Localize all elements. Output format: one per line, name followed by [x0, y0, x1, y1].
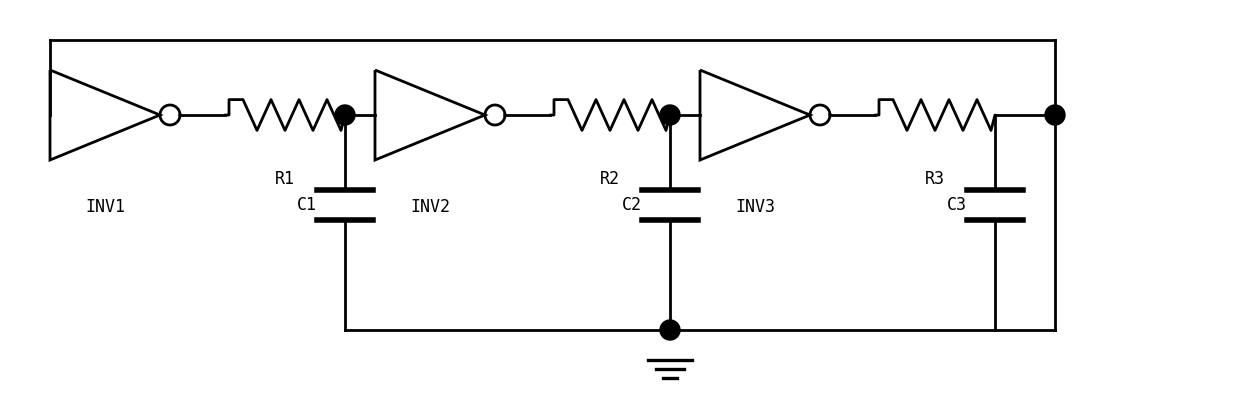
Circle shape: [1045, 105, 1065, 125]
Text: R3: R3: [925, 170, 945, 188]
Text: INV2: INV2: [410, 198, 450, 216]
Text: R2: R2: [600, 170, 620, 188]
Text: INV3: INV3: [735, 198, 775, 216]
Text: INV1: INV1: [86, 198, 125, 216]
Circle shape: [660, 320, 680, 340]
Circle shape: [335, 105, 355, 125]
Text: R1: R1: [275, 170, 295, 188]
Text: C1: C1: [298, 196, 317, 214]
Circle shape: [660, 105, 680, 125]
Text: C2: C2: [622, 196, 642, 214]
Text: C3: C3: [947, 196, 967, 214]
